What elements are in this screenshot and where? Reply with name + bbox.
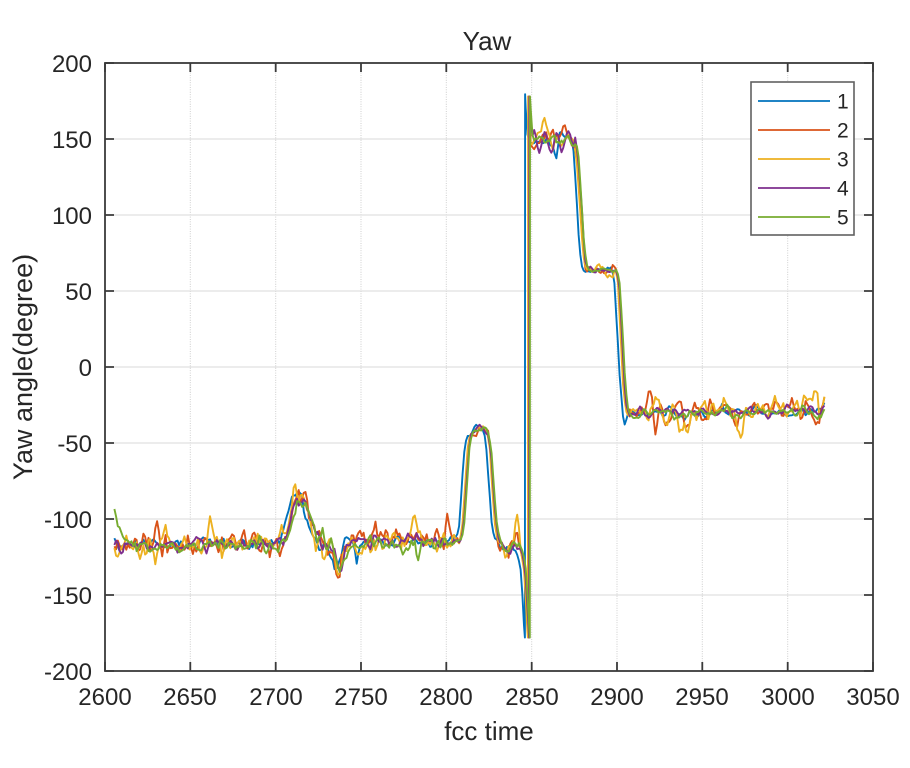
svg-text:3: 3	[837, 149, 849, 172]
svg-text:Yaw: Yaw	[463, 26, 512, 56]
svg-text:-50: -50	[57, 431, 92, 458]
svg-text:Yaw angle(degree): Yaw angle(degree)	[8, 254, 38, 480]
svg-text:200: 200	[52, 51, 92, 78]
svg-text:-200: -200	[44, 659, 92, 686]
svg-text:2850: 2850	[505, 684, 558, 711]
svg-text:2750: 2750	[334, 684, 387, 711]
svg-text:150: 150	[52, 127, 92, 154]
svg-text:-150: -150	[44, 583, 92, 610]
svg-text:5: 5	[837, 207, 849, 230]
svg-text:2600: 2600	[78, 684, 131, 711]
svg-text:3000: 3000	[761, 684, 814, 711]
svg-text:50: 50	[65, 279, 92, 306]
svg-text:2700: 2700	[249, 684, 302, 711]
svg-text:-100: -100	[44, 507, 92, 534]
svg-text:100: 100	[52, 203, 92, 230]
svg-text:fcc time: fcc time	[444, 716, 534, 746]
svg-text:0: 0	[79, 355, 92, 382]
svg-text:2950: 2950	[675, 684, 728, 711]
svg-text:2800: 2800	[419, 684, 472, 711]
svg-text:4: 4	[837, 178, 849, 201]
svg-text:1: 1	[837, 91, 849, 114]
svg-text:2650: 2650	[163, 684, 216, 711]
svg-text:2: 2	[837, 120, 849, 143]
svg-text:2900: 2900	[590, 684, 643, 711]
svg-text:3050: 3050	[846, 684, 899, 711]
